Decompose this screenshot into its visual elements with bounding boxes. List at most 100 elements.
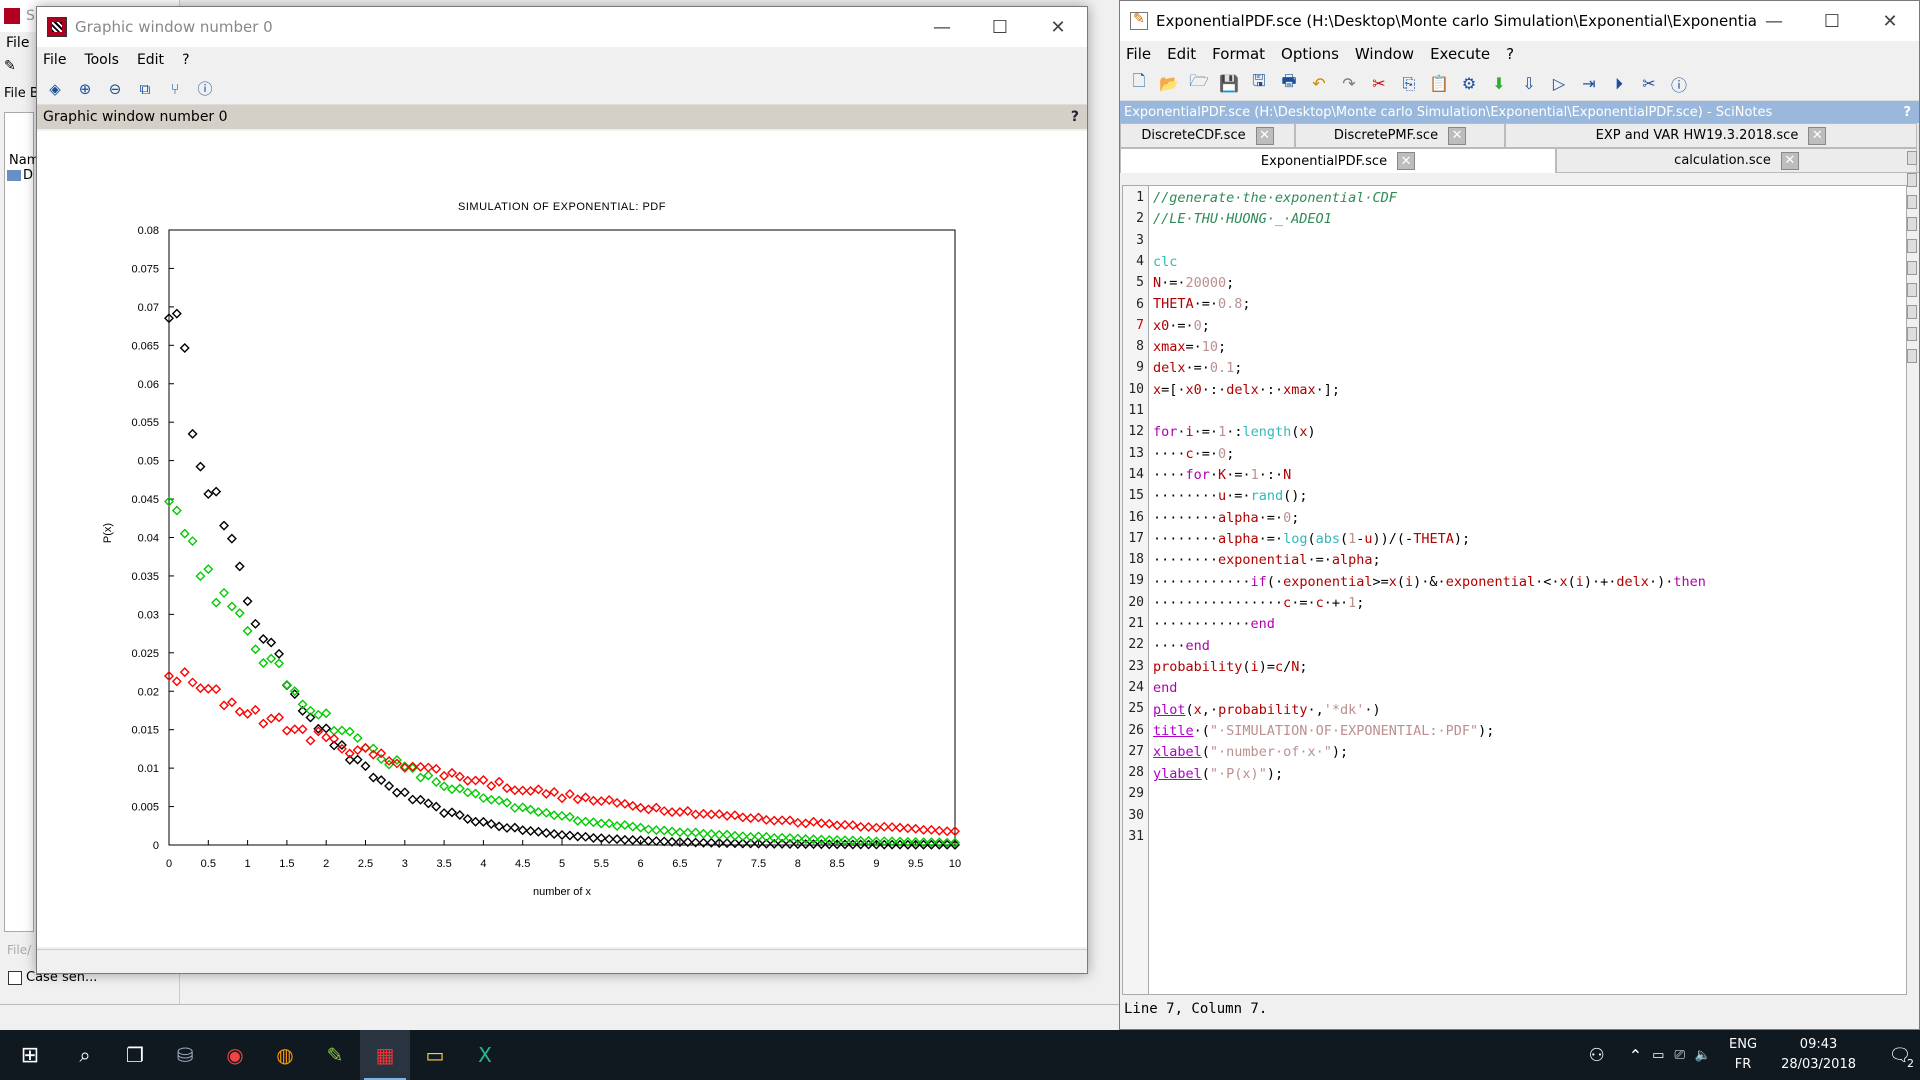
close-icon[interactable]: ✕ <box>1882 10 1898 32</box>
edge-button[interactable] <box>1907 173 1917 187</box>
code-line[interactable]: ············end <box>1153 616 1275 632</box>
code-line[interactable]: ········alpha·=·0; <box>1153 510 1300 526</box>
search-icon[interactable]: ⌕ <box>79 1043 91 1067</box>
scinotes-menu-window[interactable]: Window <box>1354 45 1415 63</box>
graphic-menu-file[interactable]: File <box>43 52 67 68</box>
edge-button[interactable] <box>1907 327 1917 341</box>
volume-icon[interactable]: 🔈 <box>1694 1047 1712 1063</box>
clock[interactable]: 09:43 28/03/2018 <box>1781 1035 1856 1075</box>
people-icon[interactable]: ⚇ <box>1588 1044 1605 1066</box>
task-view-icon[interactable]: ❐ <box>126 1043 144 1067</box>
minimize-icon[interactable]: — <box>933 16 951 38</box>
folder-item[interactable]: D <box>5 168 33 183</box>
scinotes-menu-execute[interactable]: Execute <box>1430 45 1491 63</box>
tab-close-icon[interactable]: ✕ <box>1397 152 1416 170</box>
load-into-scilab-icon[interactable]: ⬇ <box>1492 74 1506 93</box>
code-line[interactable]: ········alpha·=·log(abs(1-u))/(-THETA); <box>1153 531 1471 547</box>
run-icon[interactable]: ▷ <box>1552 74 1566 93</box>
redo-icon[interactable]: ↷ <box>1342 74 1356 93</box>
code-line[interactable]: x=[·x0·:·delx·:·xmax·]; <box>1153 382 1340 398</box>
code-line[interactable]: ylabel("·P(x)"); <box>1153 766 1284 782</box>
tab-close-icon[interactable]: ✕ <box>1780 151 1799 170</box>
code-line[interactable]: ················c·=·c·+·1; <box>1153 595 1365 611</box>
tab-discretecdf[interactable]: DiscreteCDF.sce ✕ <box>1120 123 1295 148</box>
plot-area[interactable]: SIMULATION OF EXPONENTIAL: PDF number of… <box>37 131 1087 947</box>
tab-close-icon[interactable]: ✕ <box>1255 126 1274 145</box>
run-save-icon[interactable]: ⇥ <box>1582 74 1596 93</box>
database-app-icon[interactable]: ⛁ <box>176 1043 194 1067</box>
help-icon[interactable]: ⓘ <box>197 80 213 98</box>
tools-icon[interactable]: ✂ <box>1642 74 1656 93</box>
edge-button[interactable] <box>1907 151 1917 165</box>
code-line[interactable]: //generate·the·exponential·CDF <box>1153 190 1397 206</box>
tab-calculation[interactable]: calculation.sce ✕ <box>1556 148 1917 173</box>
cut-icon[interactable]: ✂ <box>1372 74 1386 93</box>
code-line[interactable]: delx·=·0.1; <box>1153 360 1243 376</box>
firefox-icon[interactable]: ◍ <box>276 1043 294 1067</box>
code-line[interactable]: ····end <box>1153 638 1210 654</box>
save-icon[interactable]: 💾 <box>1219 74 1239 93</box>
tab-exp-var-hw[interactable]: EXP and VAR HW19.3.2018.sce ✕ <box>1505 123 1917 148</box>
network-icon[interactable]: ⎚ <box>1674 1047 1685 1063</box>
graphic-menu-edit[interactable]: Edit <box>136 52 165 68</box>
excel-icon[interactable]: X <box>478 1043 492 1067</box>
run-echo-icon[interactable]: ⏵ <box>1614 73 1623 93</box>
code-line[interactable]: x0·=·0; <box>1153 318 1210 334</box>
case-sensitive-checkbox[interactable] <box>8 970 22 985</box>
scinotes-menu-format[interactable]: Format <box>1212 45 1266 63</box>
code-line[interactable]: end <box>1153 680 1178 696</box>
code-line[interactable]: for·i·=·1·:length(x) <box>1153 424 1316 440</box>
code-line[interactable]: xmax=·10; <box>1153 339 1227 355</box>
axes-icon[interactable]: ⑂ <box>170 79 180 98</box>
windows-start-icon[interactable]: ⊞ <box>20 1042 40 1068</box>
print-icon[interactable]: 🖶 <box>1281 71 1297 90</box>
scilab-taskbar-icon[interactable]: ▦ <box>360 1030 410 1080</box>
datatip-icon[interactable]: ◈ <box>49 79 61 98</box>
rotate-icon[interactable]: ⧉ <box>139 79 151 98</box>
scinotes-taskbar-icon[interactable]: ✎ <box>326 1043 344 1067</box>
close-icon[interactable]: ✕ <box>1050 16 1066 38</box>
code-line[interactable]: xlabel("·number·of·x·"); <box>1153 744 1349 760</box>
minimize-icon[interactable]: — <box>1765 10 1783 32</box>
maximize-icon[interactable]: ☐ <box>1823 10 1841 32</box>
new-file-icon[interactable]: 🗋 <box>1132 71 1146 90</box>
edge-button[interactable] <box>1907 349 1917 363</box>
code-editor[interactable]: 1 2 3 4 5 6 7 8 9 10 11 12 13 14 15 16 17 18 19 20 21 22 23 24 2… <box>1122 185 1907 995</box>
open-recent-icon[interactable]: 🗁 <box>1189 71 1209 90</box>
graphic-menu-tools[interactable]: Tools <box>84 52 119 68</box>
undo-icon[interactable]: ↶ <box>1312 74 1326 93</box>
show-hidden-icon[interactable]: ⌃ <box>1628 1045 1643 1065</box>
tab-close-icon[interactable]: ✕ <box>1448 126 1467 145</box>
tab-close-icon[interactable]: ✕ <box>1808 126 1827 145</box>
chrome-icon[interactable]: ◉ <box>226 1043 244 1067</box>
code-line[interactable]: ········u·=·rand(); <box>1153 488 1308 504</box>
edge-button[interactable] <box>1907 305 1917 319</box>
scinotes-menu-options[interactable]: Options <box>1281 45 1339 63</box>
scinotes-menu-edit[interactable]: Edit <box>1167 45 1197 63</box>
maximize-icon[interactable]: ☐ <box>991 16 1009 38</box>
code-line[interactable]: N·=·20000; <box>1153 275 1235 291</box>
code-line[interactable]: plot(x,·probability·,'*dk'·) <box>1153 702 1381 718</box>
code-line[interactable]: ············if(·exponential>=x(i)·&·expo… <box>1153 574 1706 590</box>
scinotes-path-help[interactable]: ? <box>1903 104 1911 120</box>
code-line[interactable]: ····for·K·=·1·:·N <box>1153 467 1292 483</box>
console-edit-icon[interactable]: ✎ <box>4 58 16 74</box>
scatter-chart[interactable]: SIMULATION OF EXPONENTIAL: PDF number of… <box>37 131 1087 947</box>
code-line[interactable]: THETA·=·0.8; <box>1153 296 1251 312</box>
zoom-out-icon[interactable]: ⊖ <box>108 79 122 98</box>
graphic-info-help[interactable]: ? <box>1070 109 1079 125</box>
edge-button[interactable] <box>1907 261 1917 275</box>
code-line[interactable]: //LE·THU·HUONG·_·ADEO1 <box>1153 211 1332 227</box>
scinotes-menu-help[interactable]: ? <box>1506 45 1515 63</box>
edge-button[interactable] <box>1907 217 1917 231</box>
language-indicator[interactable]: ENG FR <box>1729 1035 1757 1075</box>
code-line[interactable]: ········exponential·=·alpha; <box>1153 552 1381 568</box>
tab-exponentialpdf[interactable]: ExponentialPDF.sce ✕ <box>1120 148 1556 173</box>
code-line[interactable]: probability(i)=c/N; <box>1153 659 1308 675</box>
find-icon[interactable]: ⚙ <box>1461 74 1477 93</box>
scinotes-menu-file[interactable]: File <box>1126 45 1152 63</box>
save-as-icon[interactable]: 🖫 <box>1252 71 1266 90</box>
code-line[interactable]: title·("·SIMULATION·OF·EXPONENTIAL:·PDF"… <box>1153 723 1495 739</box>
edge-button[interactable] <box>1907 239 1917 253</box>
battery-icon[interactable]: ▭ <box>1652 1047 1665 1063</box>
